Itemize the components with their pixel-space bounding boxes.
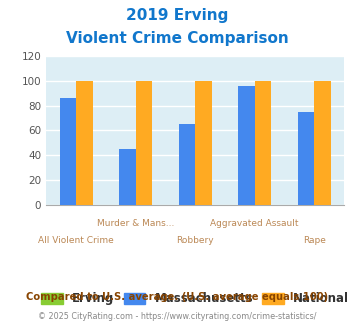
Text: Aggravated Assault: Aggravated Assault: [211, 219, 299, 228]
Bar: [255, 81, 271, 205]
Text: Compared to U.S. average. (U.S. average equals 100): Compared to U.S. average. (U.S. average …: [26, 292, 329, 302]
Text: All Violent Crime: All Violent Crime: [38, 236, 114, 245]
Bar: [60, 98, 76, 205]
Text: © 2025 CityRating.com - https://www.cityrating.com/crime-statistics/: © 2025 CityRating.com - https://www.city…: [38, 312, 317, 321]
Bar: [119, 149, 136, 205]
Bar: [238, 86, 255, 205]
Bar: [136, 81, 152, 205]
Bar: [314, 81, 331, 205]
Bar: [179, 124, 195, 205]
Text: Murder & Mans...: Murder & Mans...: [97, 219, 175, 228]
Text: 2019 Erving: 2019 Erving: [126, 8, 229, 23]
Text: Rape: Rape: [303, 236, 326, 245]
Text: Violent Crime Comparison: Violent Crime Comparison: [66, 31, 289, 46]
Bar: [297, 112, 314, 205]
Text: Robbery: Robbery: [176, 236, 214, 245]
Bar: [76, 81, 93, 205]
Bar: [195, 81, 212, 205]
Legend: Erving, Massachusetts, National: Erving, Massachusetts, National: [37, 288, 354, 310]
